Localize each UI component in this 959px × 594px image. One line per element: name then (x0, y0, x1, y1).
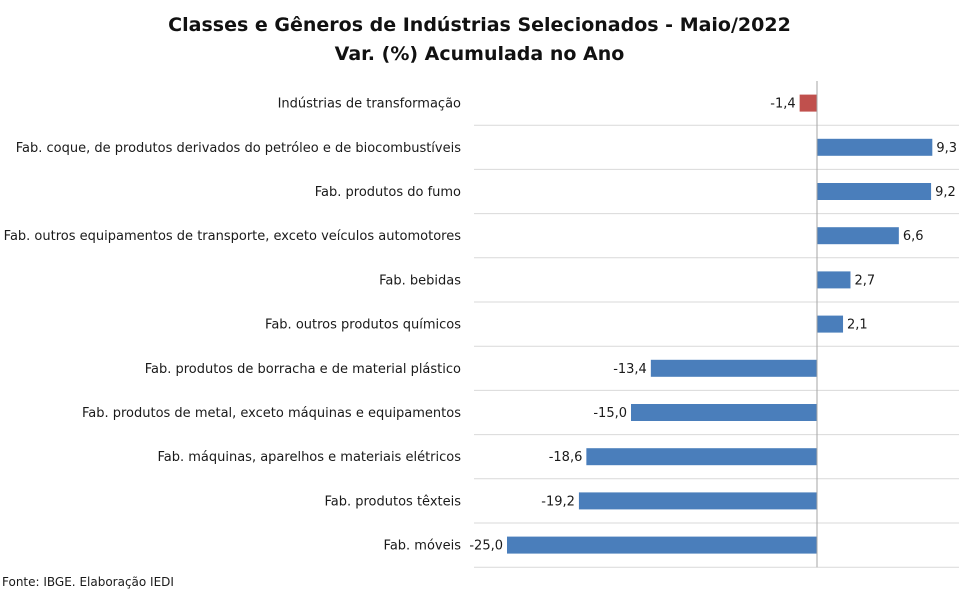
category-label: Fab. móveis (384, 539, 462, 554)
bar (817, 271, 851, 289)
data-label: 2,1 (847, 318, 868, 333)
bar (507, 536, 817, 554)
category-label: Fab. máquinas, aparelhos e materiais elé… (157, 450, 461, 465)
category-label: Fab. produtos têxteis (324, 494, 461, 509)
chart-subtitle: Var. (%) Acumulada no Ano (334, 43, 625, 65)
data-label: 9,3 (936, 141, 957, 156)
category-label: Fab. produtos de metal, exceto máquinas … (82, 406, 461, 421)
data-label: 9,2 (935, 185, 956, 200)
data-label: -25,0 (469, 539, 503, 554)
chart-title: Classes e Gêneros de Indústrias Selecion… (168, 14, 791, 36)
category-label: Fab. outros produtos químicos (265, 318, 461, 333)
data-label: 6,6 (903, 229, 924, 244)
bar (586, 448, 817, 466)
data-label: -18,6 (549, 450, 583, 465)
data-label: -13,4 (613, 362, 647, 377)
bar (817, 138, 933, 156)
category-label: Fab. bebidas (379, 273, 461, 288)
category-label: Indústrias de transformação (278, 97, 461, 112)
data-label: 2,7 (854, 273, 875, 288)
source-note: Fonte: IBGE. Elaboração IEDI (2, 575, 174, 589)
bar (650, 359, 817, 377)
bar (817, 227, 899, 245)
bar (799, 94, 817, 112)
bar (578, 492, 817, 510)
category-label: Fab. produtos do fumo (315, 185, 461, 200)
category-label: Fab. outros equipamentos de transporte, … (4, 229, 462, 244)
data-label: -15,0 (593, 406, 627, 421)
bar (817, 183, 932, 200)
category-label: Fab. produtos de borracha e de material … (145, 362, 461, 377)
category-label: Fab. coque, de produtos derivados do pet… (16, 141, 461, 156)
bar (817, 315, 844, 333)
data-label: -1,4 (770, 97, 795, 112)
data-label: -19,2 (541, 494, 575, 509)
bar (631, 404, 817, 421)
